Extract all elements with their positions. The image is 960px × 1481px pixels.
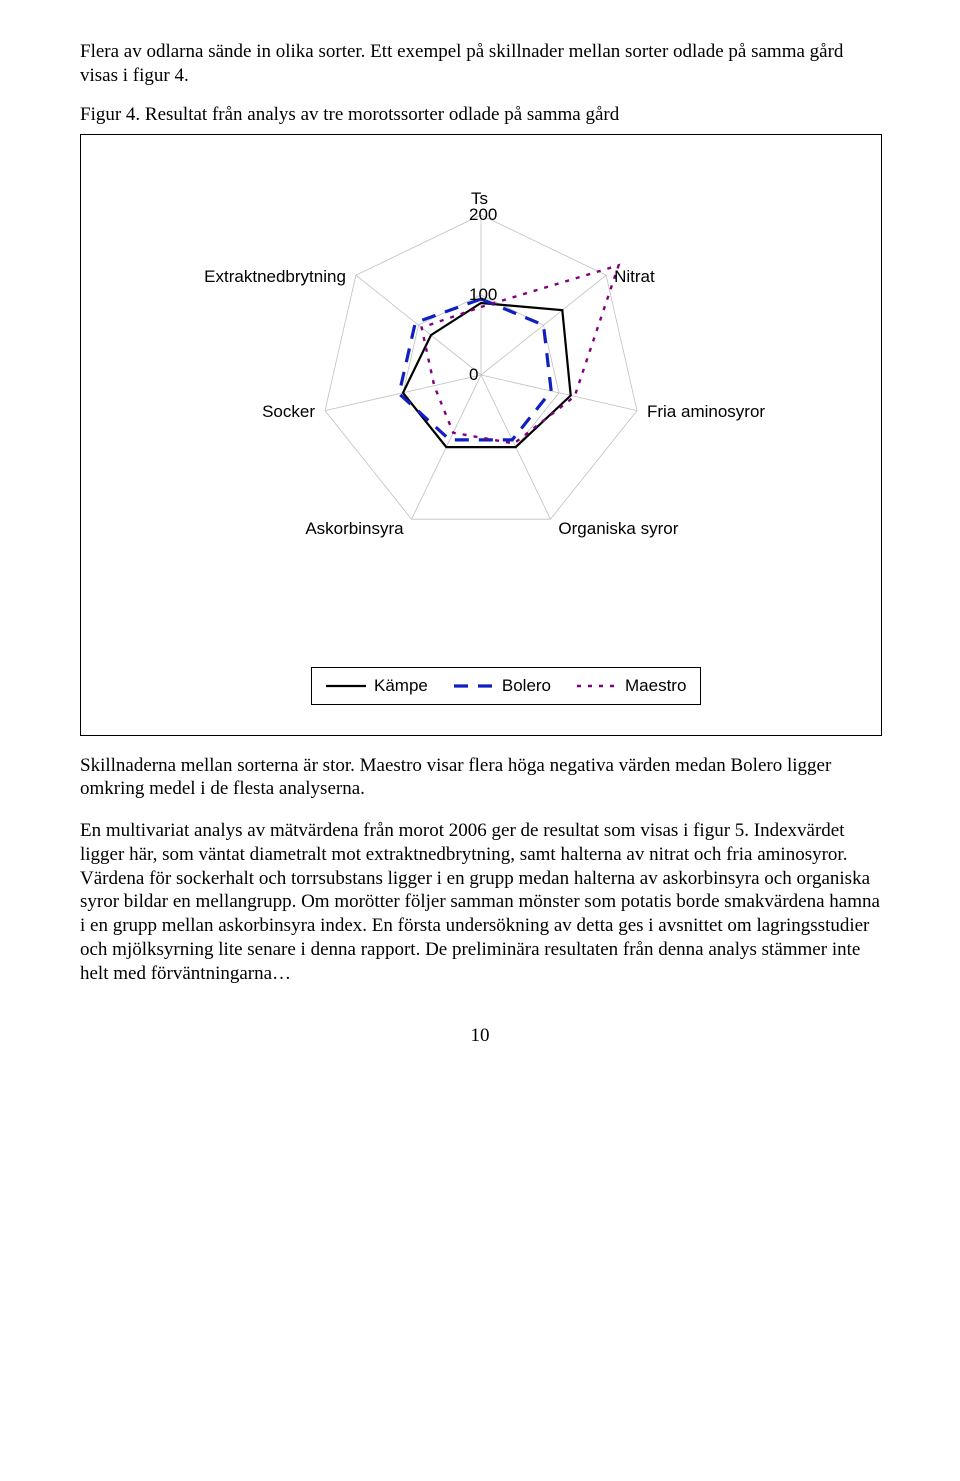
legend-item: Maestro	[577, 676, 686, 696]
intro-text: Flera av odlarna sände in olika sorter. …	[80, 40, 880, 88]
axis-label: Askorbinsyra	[305, 519, 403, 539]
paragraph-2: En multivariat analys av mätvärdena från…	[80, 819, 880, 985]
radar-chart: TsNitratFria aminosyrorOrganiska syrorAs…	[80, 134, 882, 736]
axis-label: Socker	[262, 402, 315, 422]
figure-caption: Figur 4. Resultat från analys av tre mor…	[80, 104, 880, 126]
legend-label: Maestro	[625, 676, 686, 696]
chart-legend: Kämpe Bolero Maestro	[311, 667, 701, 705]
axis-label: Extraktnedbrytning	[204, 267, 346, 287]
radar-svg	[81, 135, 881, 735]
axis-tick: 0	[469, 365, 478, 385]
axis-label: Fria aminosyror	[647, 402, 765, 422]
axis-label: Nitrat	[614, 267, 655, 287]
axis-tick: 200	[469, 205, 497, 225]
page-number: 10	[80, 1025, 880, 1047]
legend-label: Bolero	[502, 676, 551, 696]
legend-label: Kämpe	[374, 676, 428, 696]
axis-label: Organiska syror	[558, 519, 678, 539]
legend-item: Bolero	[454, 676, 551, 696]
axis-tick: 100	[469, 285, 497, 305]
paragraph-1: Skillnaderna mellan sorterna är stor. Ma…	[80, 754, 880, 802]
legend-item: Kämpe	[326, 676, 428, 696]
